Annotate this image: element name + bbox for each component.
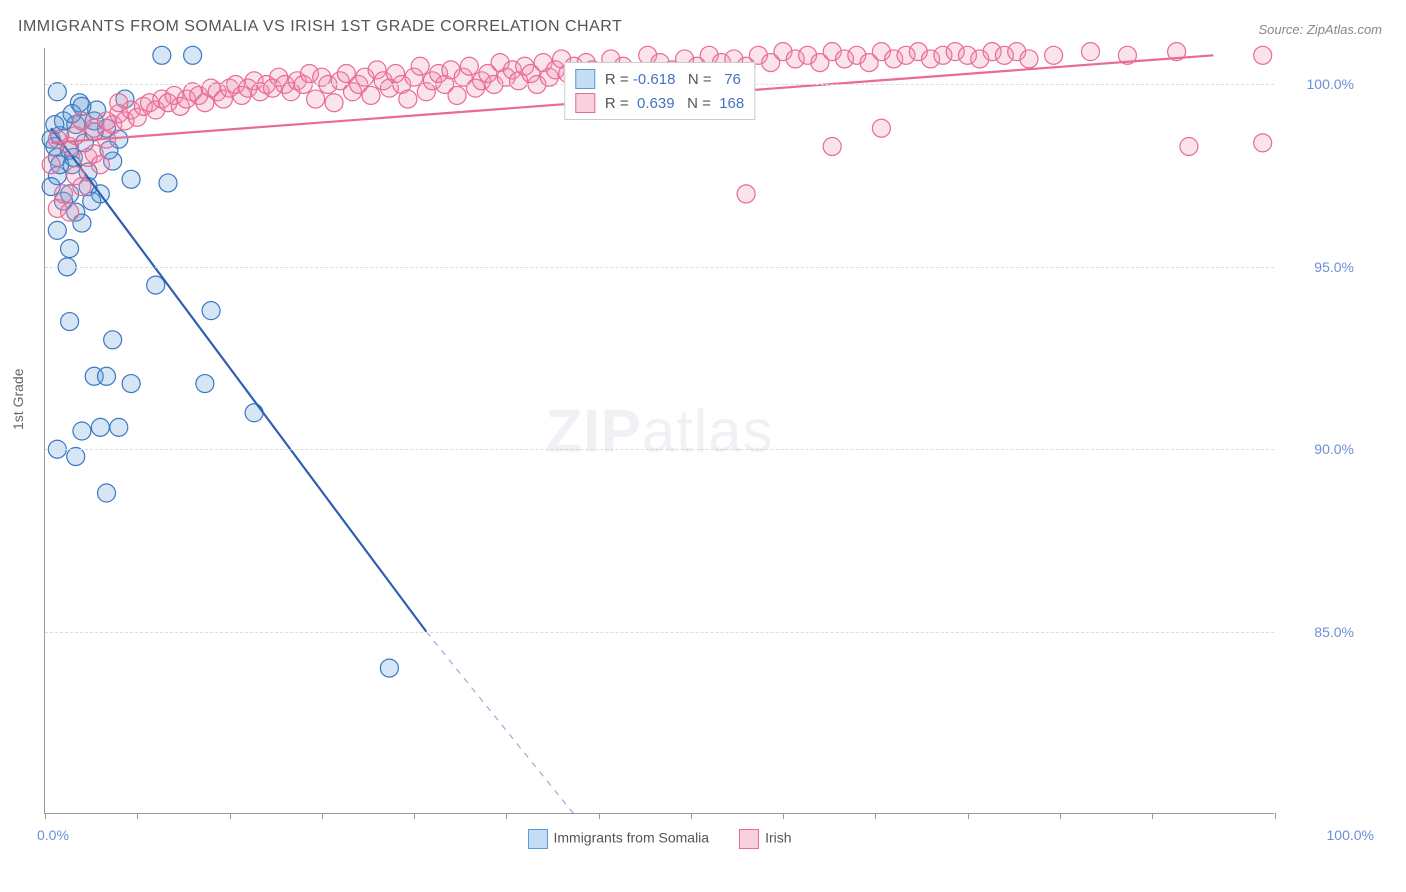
scatter-point [122,375,140,393]
legend-swatch [739,829,759,849]
scatter-point [61,203,79,221]
scatter-point [122,170,140,188]
gridline-h [45,632,1274,633]
scatter-point [823,137,841,155]
correlation-stats-box: R = -0.618 N = 76 R = 0.639 N = 168 [564,62,755,120]
scatter-point [91,418,109,436]
correlation-swatch [575,69,595,89]
scatter-point [48,83,66,101]
scatter-point [110,418,128,436]
x-tick [1152,813,1153,819]
scatter-point [98,112,116,130]
scatter-point [153,46,171,64]
correlation-row: R = 0.639 N = 168 [575,91,744,115]
legend-label: Irish [765,830,791,846]
x-tick [599,813,600,819]
chart-title: IMMIGRANTS FROM SOMALIA VS IRISH 1ST GRA… [18,18,622,36]
scatter-point [42,156,60,174]
correlation-text: R = 0.639 N = 168 [601,95,744,112]
legend-label: Immigrants from Somalia [553,830,709,846]
scatter-point [159,174,177,192]
x-tick [137,813,138,819]
x-tick [45,813,46,819]
x-tick [1060,813,1061,819]
scatter-point [1254,46,1272,64]
scatter-point [245,404,263,422]
x-tick [414,813,415,819]
y-tick-label: 100.0% [1307,76,1354,92]
scatter-point [448,86,466,104]
y-tick-label: 95.0% [1314,259,1354,275]
gridline-h [45,267,1274,268]
scatter-point [325,94,343,112]
correlation-text: R = -0.618 N = 76 [601,71,741,88]
scatter-point [48,130,66,148]
scatter-point [61,313,79,331]
trend-line-dashed [426,632,574,814]
scatter-point [104,331,122,349]
legend-swatch [527,829,547,849]
scatter-point [460,57,478,75]
x-tick [230,813,231,819]
gridline-h [45,449,1274,450]
scatter-point [1045,46,1063,64]
scatter-point [380,659,398,677]
scatter-point [184,46,202,64]
legend-bottom: Immigrants from Somalia Irish [527,829,791,849]
scatter-point [202,302,220,320]
x-tick [506,813,507,819]
correlation-swatch [575,93,595,113]
scatter-point [872,119,890,137]
scatter-point [73,178,91,196]
y-axis-label: 1st Grade [10,369,26,430]
scatter-point [737,185,755,203]
scatter-point [1020,50,1038,68]
scatter-point [307,90,325,108]
scatter-point [61,240,79,258]
scatter-point [73,422,91,440]
scatter-point [54,185,72,203]
scatter-point [48,221,66,239]
scatter-point [1082,43,1100,61]
scatter-point [399,90,417,108]
scatter-point [196,375,214,393]
correlation-row: R = -0.618 N = 76 [575,67,744,91]
x-tick [691,813,692,819]
plot-area: ZIPatlas R = -0.618 N = 76 R = 0.639 N =… [44,48,1274,814]
x-axis-max-label: 100.0% [1327,827,1374,843]
scatter-point [98,367,116,385]
source-label: Source: ZipAtlas.com [1258,22,1382,37]
chart-svg [45,48,1274,813]
scatter-point [91,156,109,174]
scatter-point [1254,134,1272,152]
y-tick-label: 90.0% [1314,441,1354,457]
scatter-point [1180,137,1198,155]
scatter-point [411,57,429,75]
scatter-point [362,86,380,104]
x-axis-min-label: 0.0% [37,827,69,843]
x-tick [968,813,969,819]
y-tick-label: 85.0% [1314,624,1354,640]
x-tick [875,813,876,819]
scatter-point [98,484,116,502]
legend-item: Immigrants from Somalia [527,829,709,849]
x-tick [783,813,784,819]
scatter-point [110,94,128,112]
x-tick [322,813,323,819]
legend-item: Irish [739,829,791,849]
x-tick [1275,813,1276,819]
